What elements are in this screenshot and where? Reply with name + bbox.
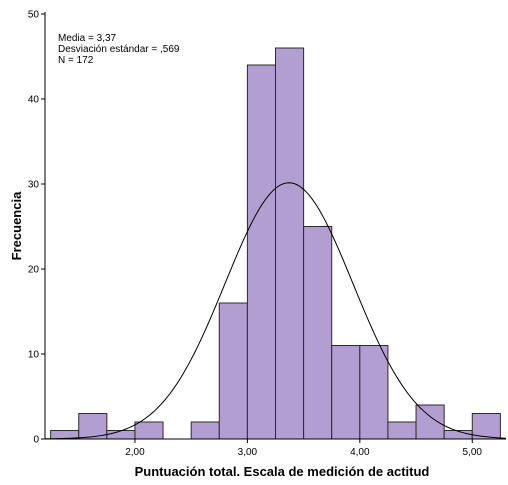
histogram-bar bbox=[275, 47, 305, 440]
x-axis-title: Puntuación total. Escala de medición de … bbox=[135, 464, 430, 479]
histogram-bar bbox=[106, 430, 136, 440]
y-tick-label: 40 bbox=[28, 95, 40, 106]
y-ticks-group: 0 10 20 30 40 50 bbox=[28, 10, 45, 446]
y-tick-label: 10 bbox=[28, 350, 40, 361]
y-tick-label: 50 bbox=[28, 10, 40, 21]
y-tick-label: 20 bbox=[28, 265, 40, 276]
histogram-bar bbox=[190, 421, 220, 440]
histogram-bar bbox=[134, 421, 164, 440]
normal-curve bbox=[44, 182, 507, 440]
histogram-bar bbox=[246, 64, 276, 440]
histogram-bar bbox=[359, 345, 389, 440]
x-tick-label: 3,00 bbox=[238, 447, 258, 458]
x-tick-label: 5,00 bbox=[463, 447, 483, 458]
stat-sd: Desviación estándar = ,569 bbox=[58, 44, 180, 55]
axes-group bbox=[44, 12, 506, 440]
histogram-bar bbox=[303, 226, 333, 440]
stat-mean: Media = 3,37 bbox=[58, 33, 117, 44]
histogram-bar bbox=[78, 413, 108, 440]
bars-group bbox=[50, 47, 501, 440]
x-tick-label: 2,00 bbox=[125, 447, 145, 458]
stat-n: N = 172 bbox=[58, 55, 94, 66]
y-tick-label: 0 bbox=[33, 435, 39, 446]
histogram-bar bbox=[415, 404, 445, 440]
histogram-bar bbox=[387, 421, 417, 440]
x-ticks-group: 2,00 3,00 4,00 5,00 bbox=[125, 439, 482, 458]
histogram-bar bbox=[331, 345, 361, 440]
histogram-bar bbox=[218, 302, 248, 440]
x-tick-label: 4,00 bbox=[350, 447, 370, 458]
y-tick-label: 30 bbox=[28, 180, 40, 191]
histogram-bar bbox=[443, 430, 473, 440]
y-axis-title: Frecuencia bbox=[9, 191, 24, 260]
